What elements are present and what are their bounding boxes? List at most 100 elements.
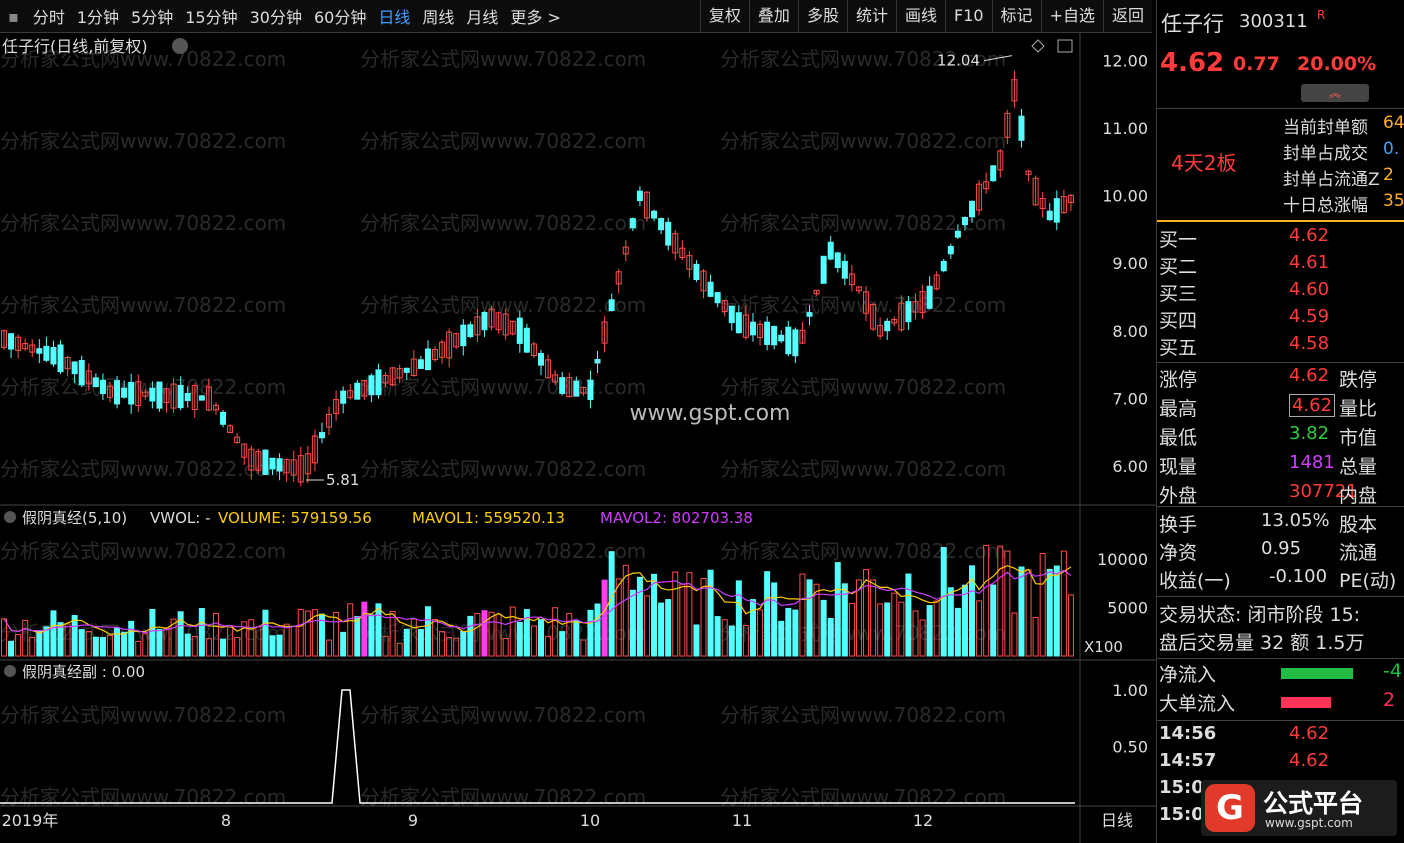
candle-body — [460, 324, 467, 347]
period-label: 日线 — [1101, 811, 1133, 830]
bid-level-price[interactable]: 4.61 — [1289, 252, 1330, 273]
bid-level-price[interactable]: 4.59 — [1289, 306, 1330, 327]
toolbar-action-5[interactable]: F10 — [944, 0, 992, 32]
price-change: 0.77 — [1233, 53, 1280, 75]
toolbar-action-8[interactable]: 返回 — [1102, 0, 1152, 32]
volume-bar — [241, 621, 248, 657]
volume-bar — [855, 579, 862, 657]
toolbar-action-4[interactable]: 画线 — [895, 0, 945, 32]
toolbar-action-6[interactable]: 标记 — [991, 0, 1041, 32]
candle-body — [36, 348, 43, 354]
candle-body — [898, 302, 905, 331]
quote-value: 307721 — [1289, 481, 1358, 502]
toolbar-action-2[interactable]: 多股 — [797, 0, 847, 32]
flow-bar — [1281, 668, 1353, 679]
volume-bar — [269, 635, 276, 657]
volume-bar — [672, 571, 679, 657]
volume-bar — [643, 595, 650, 657]
toolbar-menu-icon[interactable]: ▪ — [8, 6, 19, 26]
period-tab-5[interactable]: 60分钟 — [313, 8, 367, 27]
candle-body — [629, 218, 636, 229]
bid-level-price[interactable]: 4.58 — [1289, 333, 1330, 354]
volume-bar — [552, 607, 559, 657]
volume-bar — [580, 639, 587, 657]
candle-body — [424, 348, 431, 371]
sub-indicator-name: 假阴真经副 : 0.00 — [22, 663, 145, 681]
volume-bar — [382, 635, 389, 657]
candle-body — [643, 191, 650, 219]
candle-body — [841, 260, 848, 279]
toolbar-action-7[interactable]: +自选 — [1040, 0, 1103, 32]
tick-time: 14:57 — [1159, 750, 1217, 771]
volume-bar — [757, 609, 764, 657]
period-tab-9[interactable]: 更多 > — [510, 8, 561, 27]
candle-body — [149, 387, 156, 402]
candle-body — [764, 321, 771, 345]
candle-body — [580, 386, 587, 394]
period-tab-4[interactable]: 30分钟 — [249, 8, 302, 27]
bid-level-label: 买二 — [1159, 256, 1198, 278]
volume-bar — [311, 609, 318, 657]
candle-body — [128, 381, 135, 405]
toolbar-action-3[interactable]: 统计 — [846, 0, 896, 32]
period-tab-0[interactable]: 分时 — [32, 8, 65, 27]
volume-bar — [333, 611, 340, 657]
candle-body — [99, 379, 106, 395]
candle-body — [1004, 112, 1011, 138]
candle-body — [1060, 196, 1067, 214]
candle-body — [354, 382, 361, 400]
quote-value: 4.62 — [1289, 394, 1336, 417]
volume-bar — [573, 620, 580, 657]
candle-body — [990, 165, 997, 182]
period-tab-7[interactable]: 周线 — [422, 8, 455, 27]
candle-body — [545, 359, 552, 379]
candle-body — [361, 379, 368, 397]
bid-level-price[interactable]: 4.62 — [1289, 225, 1330, 246]
period-tab-3[interactable]: 15分钟 — [185, 8, 238, 27]
logo-glyph-icon: G — [1205, 784, 1255, 832]
volume-bar — [636, 576, 643, 657]
volume-bar — [184, 633, 191, 657]
volume-bar — [629, 589, 636, 657]
quote-label: 最高 — [1159, 398, 1198, 420]
collapse-button[interactable]: ︽ — [1301, 84, 1369, 102]
volume-bar — [43, 626, 50, 657]
candlestick-series — [1, 70, 1074, 487]
last-price: 4.62 — [1160, 48, 1225, 78]
candle-body — [679, 247, 686, 259]
volume-bar — [1004, 550, 1011, 657]
volume-bar — [502, 638, 509, 657]
bid-level-label: 买三 — [1159, 283, 1198, 305]
period-tab-2[interactable]: 5分钟 — [131, 8, 174, 27]
quote-label-2: 量比 — [1339, 398, 1378, 420]
volume-bar — [354, 616, 361, 657]
volume-bar — [198, 607, 205, 657]
candle-body — [1067, 194, 1074, 203]
watermark-text: 分析家公式网www.70822.com — [0, 211, 286, 235]
volume-bar — [891, 592, 898, 657]
candle-body — [163, 388, 170, 404]
candle-body — [771, 326, 778, 346]
volume-bar — [530, 625, 537, 657]
candle-body — [601, 321, 608, 344]
candle-body — [191, 385, 198, 410]
seal-label: 封单占成交 — [1283, 144, 1368, 164]
quote-value: 3.82 — [1289, 423, 1330, 444]
toolbar-action-1[interactable]: 叠加 — [748, 0, 798, 32]
candle-body — [552, 374, 559, 383]
candle-body — [855, 286, 862, 292]
toolbar-action-0[interactable]: 复权 — [699, 0, 749, 32]
period-tab-6[interactable]: 日线 — [378, 8, 411, 27]
quote-label-2: 市值 — [1339, 427, 1378, 449]
candle-body — [71, 361, 78, 375]
candle-body — [212, 404, 219, 411]
period-tab-1[interactable]: 1分钟 — [76, 8, 120, 27]
bid-level-price[interactable]: 4.60 — [1289, 279, 1330, 300]
period-tab-8[interactable]: 月线 — [466, 8, 499, 27]
diamond-icon — [1031, 39, 1045, 53]
kline-chart-area[interactable]: 分析家公式网www.70822.com 分析家公式网www.70822.com 分析… — [0, 0, 1156, 843]
tick-time: 14:56 — [1159, 723, 1217, 744]
candle-body — [636, 190, 643, 202]
volume-tick: 5000 — [1107, 599, 1148, 618]
volume-bar — [877, 603, 884, 657]
